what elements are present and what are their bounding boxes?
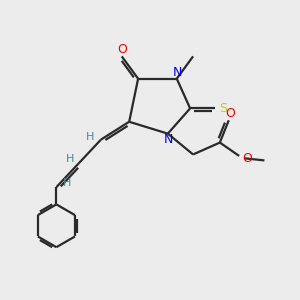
Text: N: N: [173, 66, 182, 79]
Text: N: N: [164, 133, 173, 146]
Text: H: H: [66, 154, 74, 164]
Text: O: O: [243, 152, 252, 165]
Text: S: S: [219, 102, 227, 115]
Text: O: O: [225, 107, 235, 120]
Text: O: O: [117, 43, 127, 56]
Text: H: H: [63, 178, 71, 188]
Text: H: H: [86, 132, 95, 142]
